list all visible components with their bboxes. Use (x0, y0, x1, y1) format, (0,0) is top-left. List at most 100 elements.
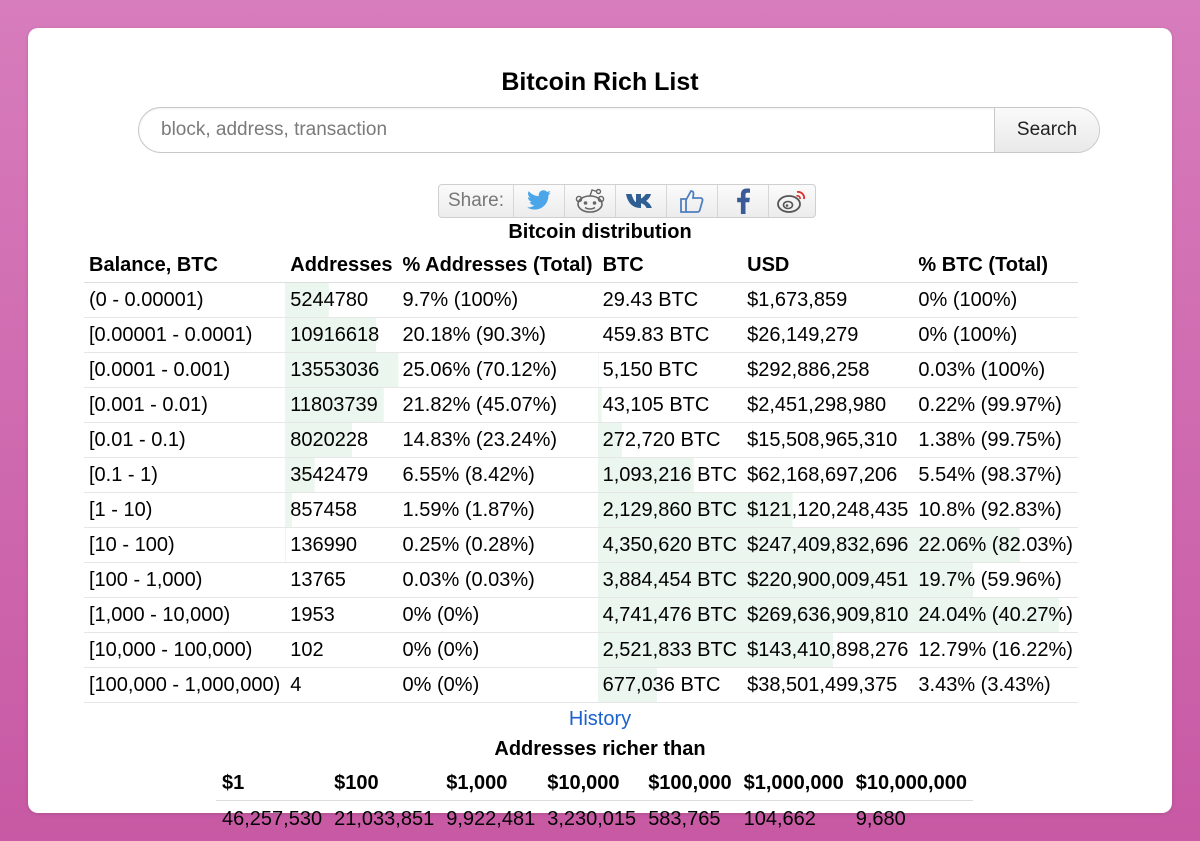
balance-cell: [0.01 - 0.1) (84, 422, 286, 458)
pct-addresses-cell: 1.59% (1.87%) (397, 492, 598, 528)
addresses-cell: 10916618 (285, 317, 398, 353)
addresses-cell: 13765 (285, 562, 398, 598)
pct-btc-cell: 0.03% (100%) (913, 352, 1078, 388)
pct-addresses-cell: 25.06% (70.12%) (397, 352, 598, 388)
reddit-icon[interactable] (565, 185, 616, 217)
richer-than-header: $1,000 (440, 766, 542, 801)
pct-addresses-cell: 0% (0%) (397, 632, 598, 668)
share-bar: Share: (438, 184, 816, 218)
btc-cell: 5,150 BTC (597, 352, 743, 388)
pct-addresses-cell: 6.55% (8.42%) (397, 457, 598, 493)
richer-than-value: 46,257,530 (222, 807, 323, 830)
facebook-icon[interactable] (718, 185, 769, 217)
history-link[interactable]: History (568, 708, 632, 730)
usd-cell: $1,673,859 (742, 282, 914, 318)
addresses-cell: 13553036 (285, 352, 398, 388)
addresses-cell: 102 (285, 632, 398, 668)
addresses-cell: 11803739 (285, 387, 398, 423)
pct-addresses-cell: 0% (0%) (397, 597, 598, 633)
richer-than-value: 3,230,015 (547, 807, 637, 830)
col-btc: BTC (597, 248, 743, 283)
usd-cell: $62,168,697,206 (742, 457, 914, 493)
table-row: [0.0001 - 0.001) 13553036 25.06% (70.12%) 5… (84, 352, 1078, 388)
distribution-table: Balance, BTC Addresses % Addresses (Tota… (84, 248, 1078, 703)
col-addresses: Addresses (285, 248, 398, 283)
pct-addresses-cell: 0.03% (0.03%) (397, 562, 598, 598)
richer-than-value: 104,662 (743, 807, 816, 830)
btc-cell: 677,036 BTC (597, 667, 743, 703)
btc-cell: 272,720 BTC (597, 422, 743, 458)
col-pct-addresses: % Addresses (Total) (397, 248, 598, 283)
richer-than-header: $100 (328, 766, 441, 801)
distribution-caption: Bitcoin distribution (508, 221, 692, 243)
richer-than-header: $1 (216, 766, 329, 801)
btc-cell: 4,741,476 BTC (597, 597, 743, 633)
like-icon[interactable] (667, 185, 718, 217)
addresses-cell: 8020228 (285, 422, 398, 458)
richer-than-caption: Addresses richer than (494, 738, 706, 760)
search-button[interactable]: Search (994, 108, 1099, 152)
pct-btc-cell: 0.22% (99.97%) (913, 387, 1078, 423)
table-row: (0 - 0.00001) 5244780 9.7% (100%) 29.43 BTC… (84, 282, 1078, 318)
pct-addresses-cell: 0% (0%) (397, 667, 598, 703)
balance-cell: [0.001 - 0.01) (84, 387, 286, 423)
usd-cell: $269,636,909,810 (742, 597, 914, 633)
pct-addresses-cell: 14.83% (23.24%) (397, 422, 598, 458)
pct-addresses-cell: 9.7% (100%) (397, 282, 598, 318)
usd-cell: $26,149,279 (742, 317, 914, 353)
addresses-cell: 5244780 (285, 282, 398, 318)
balance-cell: [100 - 1,000) (84, 562, 286, 598)
pct-btc-cell: 0% (100%) (913, 282, 1078, 318)
vk-icon[interactable] (616, 185, 667, 217)
balance-cell: [0.00001 - 0.0001) (84, 317, 286, 353)
richer-than-header: $1,000,000 (737, 766, 850, 801)
usd-cell: $38,501,499,375 (742, 667, 914, 703)
balance-cell: (0 - 0.00001) (84, 282, 286, 318)
pct-btc-cell: 22.06% (82.03%) (913, 527, 1078, 563)
addresses-cell: 857458 (285, 492, 398, 528)
col-usd: USD (742, 248, 914, 283)
balance-cell: [0.1 - 1) (84, 457, 286, 493)
richer-than-value: 21,033,851 (334, 807, 435, 830)
btc-cell: 29.43 BTC (597, 282, 743, 318)
richer-than-value: 9,680 (855, 807, 906, 830)
weibo-icon[interactable] (769, 185, 815, 217)
btc-cell: 2,521,833 BTC (597, 632, 743, 668)
usd-cell: $121,120,248,435 (742, 492, 914, 528)
balance-cell: [10 - 100) (84, 527, 286, 563)
btc-cell: 43,105 BTC (597, 387, 743, 423)
table-row: [100 - 1,000) 13765 0.03% (0.03%) 3,884,454… (84, 562, 1078, 598)
pct-btc-cell: 24.04% (40.27%) (913, 597, 1078, 633)
btc-cell: 2,129,860 BTC (597, 492, 743, 528)
table-row: [10 - 100) 136990 0.25% (0.28%) 4,350,620 B… (84, 527, 1078, 563)
table-row: [10,000 - 100,000) 102 0% (0%) 2,521,833 BT… (84, 632, 1078, 668)
richer-than-header: $10,000,000 (849, 766, 973, 801)
col-pct-btc: % BTC (Total) (913, 248, 1078, 283)
usd-cell: $220,900,009,451 (742, 562, 914, 598)
balance-cell: [100,000 - 1,000,000) (84, 667, 286, 703)
usd-cell: $2,451,298,980 (742, 387, 914, 423)
col-balance: Balance, BTC (84, 248, 286, 283)
balance-cell: [10,000 - 100,000) (84, 632, 286, 668)
richer-than-value: 583,765 (648, 807, 721, 830)
share-label: Share: (439, 185, 514, 217)
usd-cell: $292,886,258 (742, 352, 914, 388)
search-input[interactable] (139, 108, 994, 152)
richer-than-header: $100,000 (642, 766, 738, 801)
twitter-icon[interactable] (514, 185, 565, 217)
pct-btc-cell: 5.54% (98.37%) (913, 457, 1078, 493)
pct-btc-cell: 10.8% (92.83%) (913, 492, 1078, 528)
pct-addresses-cell: 20.18% (90.3%) (397, 317, 598, 353)
balance-cell: [0.0001 - 0.001) (84, 352, 286, 388)
content-card: Bitcoin Rich List Search Share: Bitcoin … (28, 28, 1172, 830)
addresses-cell: 136990 (285, 527, 398, 563)
balance-cell: [1 - 10) (84, 492, 286, 528)
table-row: [1 - 10) 857458 1.59% (1.87%) 2,129,860 BTC… (84, 492, 1078, 528)
page-title: Bitcoin Rich List (501, 68, 699, 96)
pct-btc-cell: 0% (100%) (913, 317, 1078, 353)
pct-addresses-cell: 21.82% (45.07%) (397, 387, 598, 423)
richer-than-header: $10,000 (541, 766, 643, 801)
search-bar: Search (138, 107, 1100, 153)
table-row: [0.01 - 0.1) 8020228 14.83% (23.24%) 272,72… (84, 422, 1078, 458)
distribution-header-row: Balance, BTC Addresses % Addresses (Tota… (84, 248, 1078, 283)
